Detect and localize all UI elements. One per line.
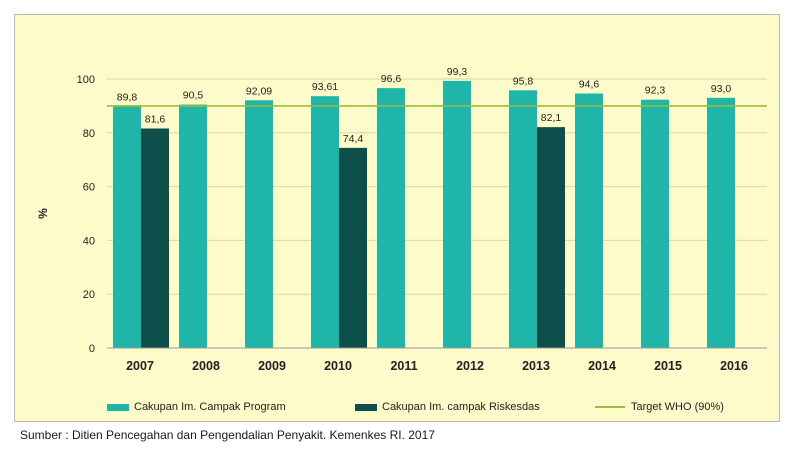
x-tick-label: 2009 bbox=[258, 359, 286, 373]
legend-item-program: Cakupan Im. Campak Program bbox=[107, 401, 286, 413]
data-label-program: 96,6 bbox=[381, 73, 402, 85]
data-label-program: 93,61 bbox=[312, 81, 338, 93]
bar-riskesdas bbox=[339, 147, 367, 348]
bar-program bbox=[509, 90, 537, 348]
legend-label-target: Target WHO (90%) bbox=[631, 401, 724, 413]
x-tick-label: 2008 bbox=[192, 359, 220, 373]
data-label-program: 90,5 bbox=[183, 90, 204, 102]
y-tick-label: 20 bbox=[83, 289, 95, 301]
y-axis-label: % bbox=[36, 208, 50, 219]
bar-program bbox=[443, 80, 471, 349]
bar-riskesdas bbox=[537, 127, 565, 348]
legend-label-riskesdas: Cakupan Im. campak Riskesdas bbox=[382, 401, 540, 413]
data-label-program: 92,3 bbox=[645, 85, 666, 97]
y-tick-label: 100 bbox=[77, 74, 95, 86]
legend-swatch-riskesdas bbox=[355, 403, 377, 411]
y-tick-label: 40 bbox=[83, 235, 95, 247]
bar-program bbox=[113, 106, 141, 348]
y-tick-label: 60 bbox=[83, 182, 95, 194]
x-tick-label: 2016 bbox=[720, 359, 748, 373]
data-label-riskesdas: 82,1 bbox=[541, 112, 562, 124]
legend-swatch-program bbox=[107, 403, 129, 411]
x-tick-label: 2010 bbox=[324, 359, 352, 373]
bar-program bbox=[575, 93, 603, 348]
x-tick-label: 2015 bbox=[654, 359, 682, 373]
x-tick-label: 2007 bbox=[126, 359, 154, 373]
x-tick-label: 2011 bbox=[390, 359, 417, 373]
bar-program bbox=[311, 96, 339, 348]
bar-riskesdas bbox=[141, 128, 169, 348]
y-tick-label: 0 bbox=[89, 343, 95, 355]
x-tick-label: 2012 bbox=[456, 359, 484, 373]
bar-program bbox=[245, 100, 273, 349]
data-label-program: 95,8 bbox=[513, 75, 534, 87]
bar-program bbox=[179, 104, 207, 349]
data-label-riskesdas: 74,4 bbox=[343, 133, 364, 145]
bar-program bbox=[641, 99, 669, 348]
x-tick-label: 2013 bbox=[522, 359, 550, 373]
bar-program bbox=[377, 88, 405, 349]
bar-program bbox=[707, 97, 735, 348]
data-label-program: 89,8 bbox=[117, 91, 138, 103]
data-label-program: 94,6 bbox=[579, 79, 600, 91]
bar-chart: 0 20 40 60 80 100% 89,8 81,6 2007 90,5 2008 92,09 20… bbox=[36, 66, 767, 373]
data-label-program: 93,0 bbox=[711, 83, 732, 95]
data-label-program: 99,3 bbox=[447, 66, 468, 78]
data-label-riskesdas: 81,6 bbox=[145, 113, 166, 125]
legend-label-program: Cakupan Im. Campak Program bbox=[134, 401, 286, 413]
legend-item-target: Target WHO (90%) bbox=[595, 401, 724, 413]
y-tick-label: 80 bbox=[83, 128, 95, 140]
x-tick-label: 2014 bbox=[588, 359, 616, 373]
legend-swatch-target bbox=[595, 406, 625, 408]
data-label-program: 92,09 bbox=[246, 85, 272, 97]
chart-frame: 0 20 40 60 80 100% 89,8 81,6 2007 90,5 2008 92,09 20… bbox=[14, 14, 780, 422]
source-caption: Sumber : Ditien Pencegahan dan Pengendal… bbox=[20, 428, 435, 442]
legend-item-riskesdas: Cakupan Im. campak Riskesdas bbox=[355, 401, 540, 413]
